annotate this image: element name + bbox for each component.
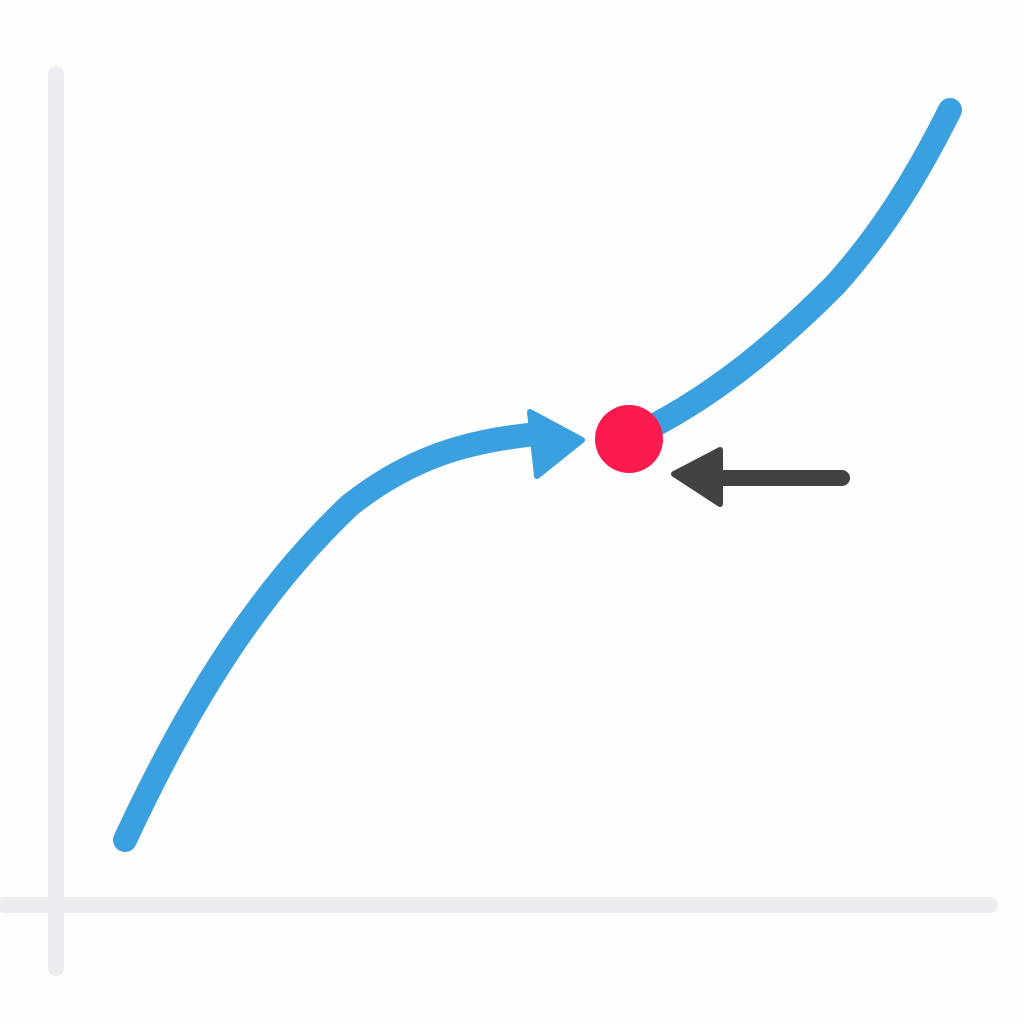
pointer-arrow-head-icon [671,447,723,507]
curve-segment-incoming [113,421,557,852]
highlight-point-marker [595,405,663,473]
curve-segment-outgoing [643,98,962,437]
curve-arrowhead [527,409,585,479]
